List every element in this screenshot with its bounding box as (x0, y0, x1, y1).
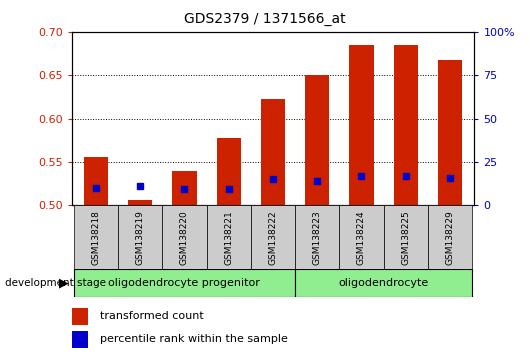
Bar (207, 205, 251, 269)
Bar (295, 205, 339, 269)
Bar (172, 171, 197, 205)
Bar (72, 331, 87, 348)
Bar (295, 269, 472, 297)
Text: development stage: development stage (5, 278, 107, 288)
Text: GDS2379 / 1371566_at: GDS2379 / 1371566_at (184, 12, 346, 27)
Text: GSM138222: GSM138222 (269, 210, 277, 265)
Text: oligodendrocyte: oligodendrocyte (339, 278, 429, 288)
Bar (84, 157, 108, 205)
Text: ▶: ▶ (59, 277, 69, 290)
Text: GSM138229: GSM138229 (446, 210, 455, 265)
Bar (74, 269, 295, 297)
Text: GSM138220: GSM138220 (180, 210, 189, 265)
Bar (384, 205, 428, 269)
Text: GSM138221: GSM138221 (224, 210, 233, 265)
Bar (251, 205, 295, 269)
Bar (339, 205, 384, 269)
Bar (128, 200, 152, 205)
Text: GSM138219: GSM138219 (136, 210, 145, 265)
Text: GSM138224: GSM138224 (357, 210, 366, 265)
Text: GSM138225: GSM138225 (401, 210, 410, 265)
Text: percentile rank within the sample: percentile rank within the sample (100, 335, 288, 344)
Text: GSM138223: GSM138223 (313, 210, 322, 265)
Bar (394, 45, 418, 205)
Bar (162, 205, 207, 269)
Text: transformed count: transformed count (100, 312, 204, 321)
Text: oligodendrocyte progenitor: oligodendrocyte progenitor (109, 278, 260, 288)
Bar (72, 308, 87, 325)
Bar (217, 138, 241, 205)
Bar (349, 45, 374, 205)
Bar (305, 75, 329, 205)
Bar (74, 205, 118, 269)
Bar (118, 205, 162, 269)
Text: GSM138218: GSM138218 (91, 210, 100, 265)
Bar (438, 61, 462, 205)
Bar (261, 99, 285, 205)
Bar (428, 205, 472, 269)
